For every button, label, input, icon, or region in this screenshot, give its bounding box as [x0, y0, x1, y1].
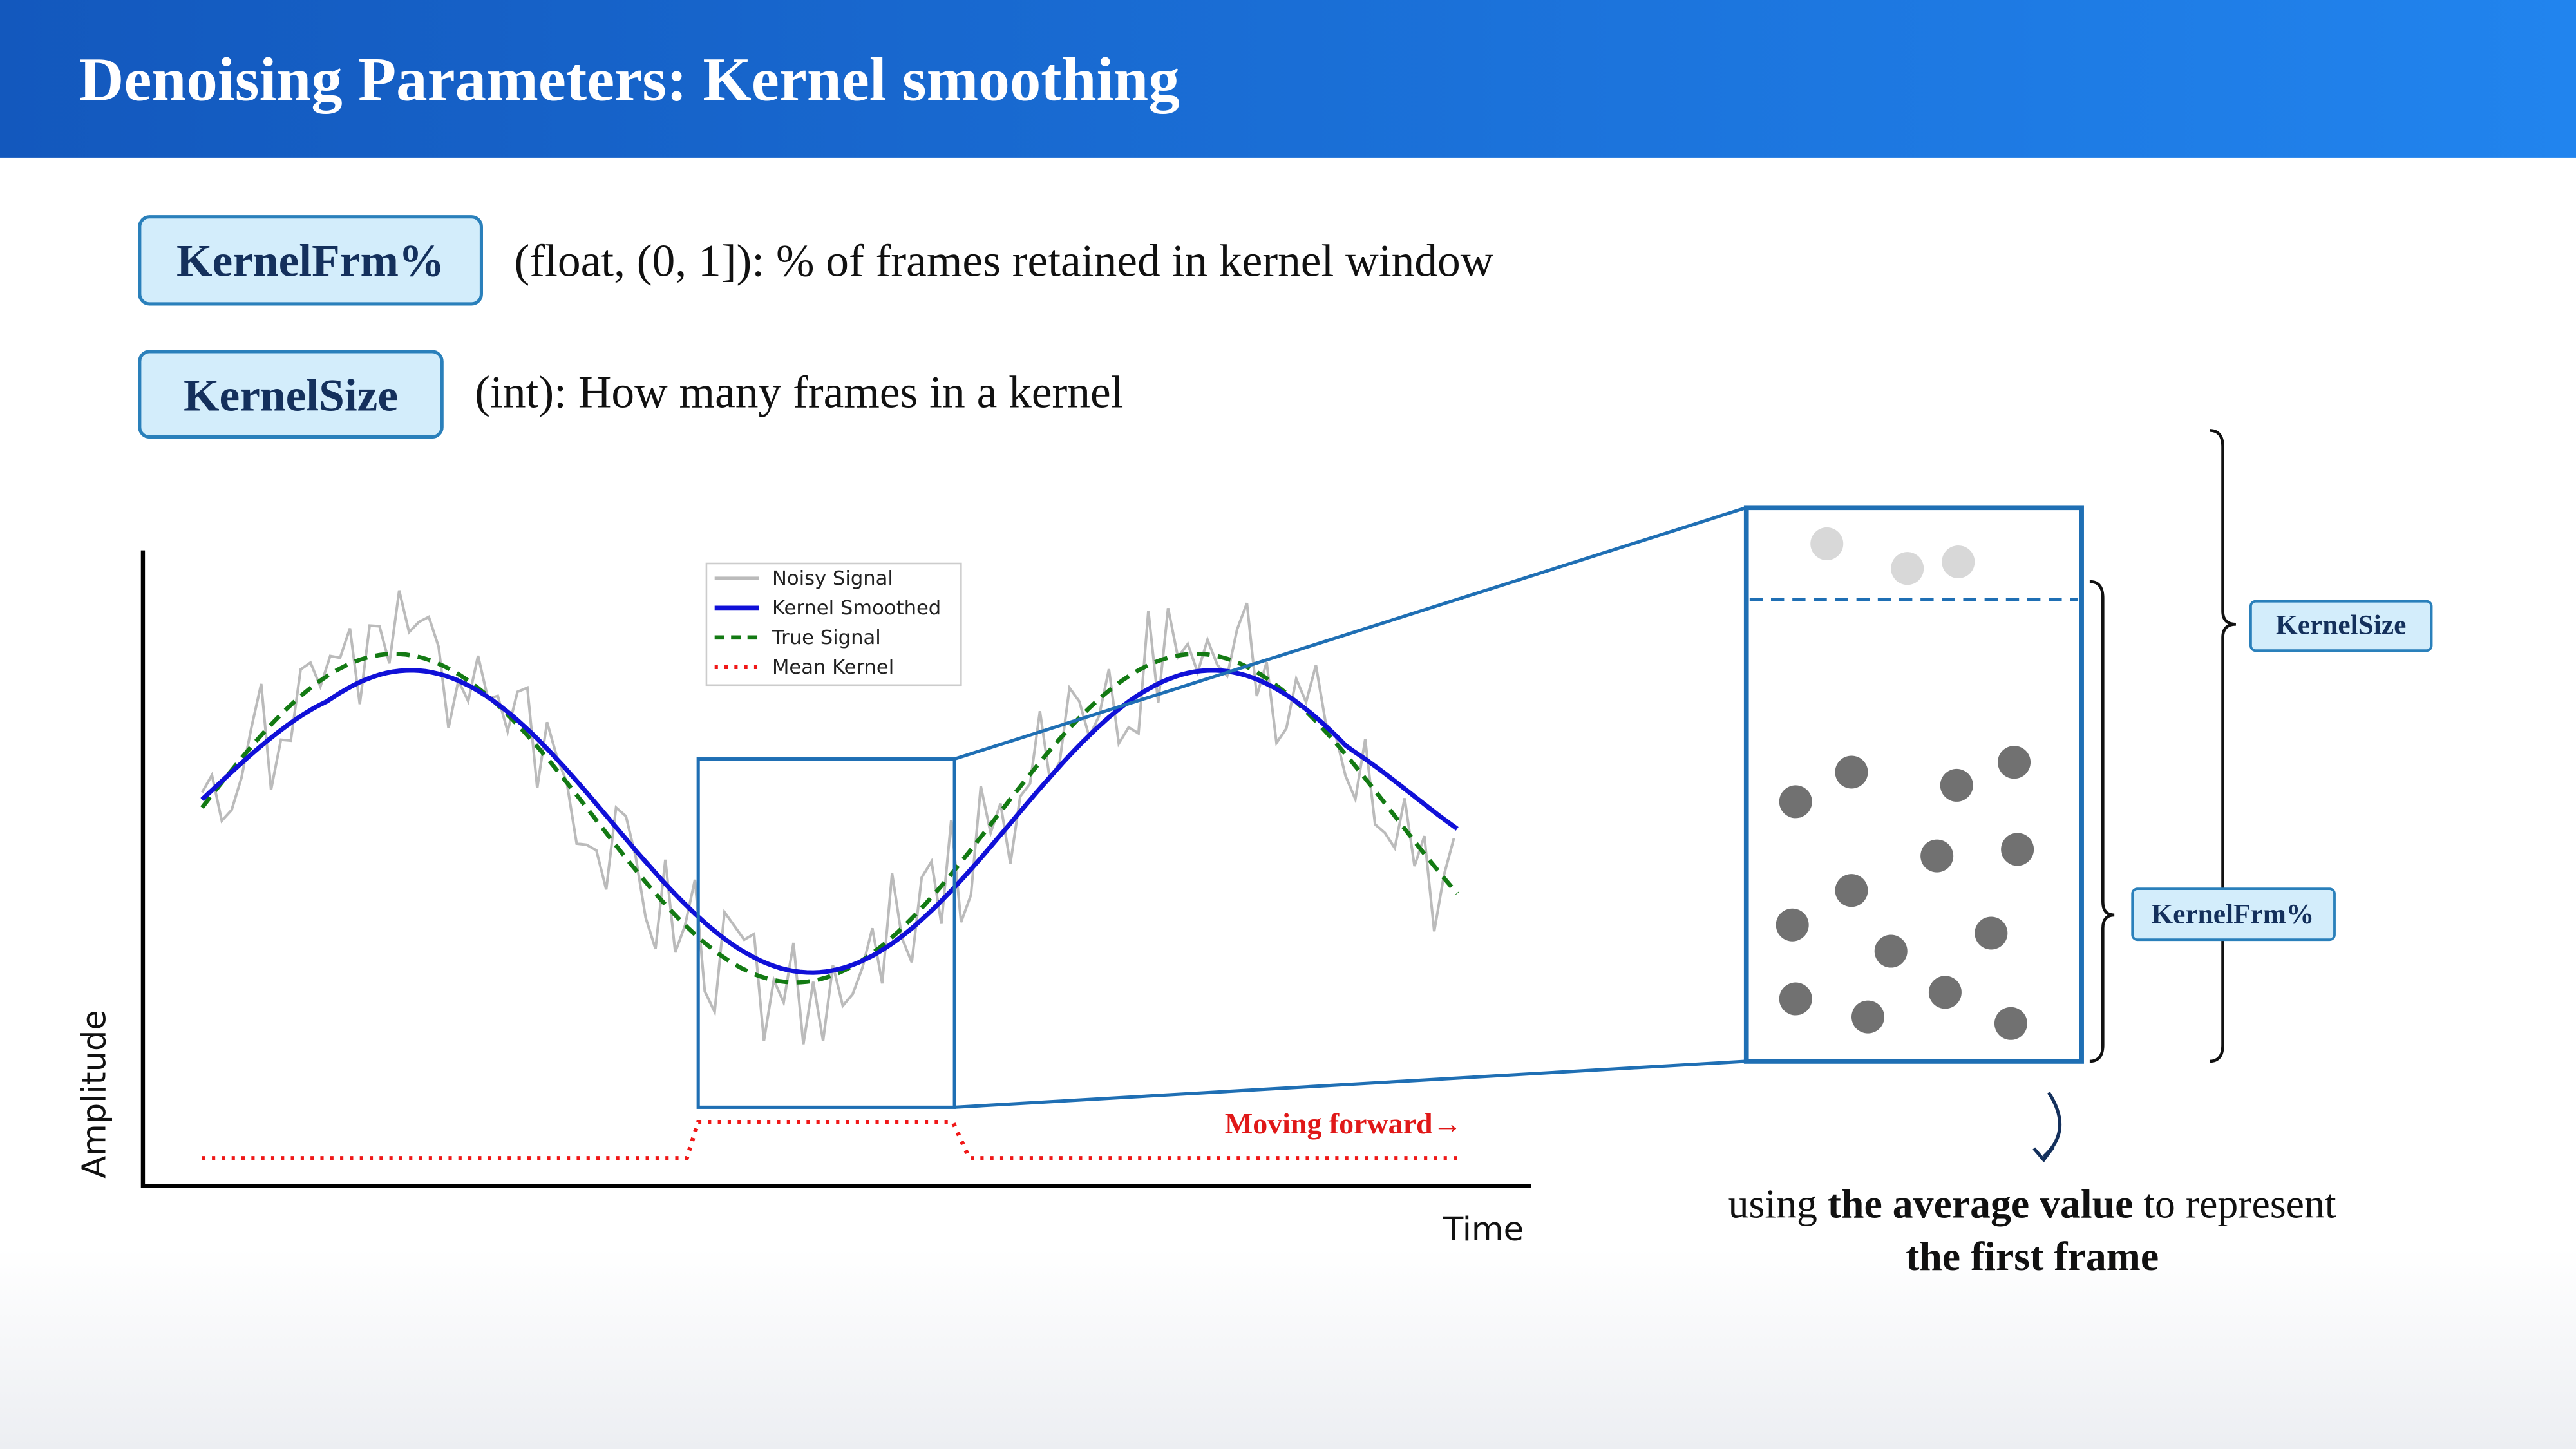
excluded-frame — [1891, 552, 1924, 585]
label: KernelSize — [2276, 610, 2406, 641]
legend-label: Mean Kernel — [772, 656, 894, 679]
footer-bg — [0, 1248, 2576, 1449]
retained-frame — [1779, 982, 1812, 1016]
label-box — [2131, 887, 2336, 942]
kernel-zoom — [1743, 505, 2084, 1064]
plot: Amplitude Time Moving forward→ Noisy Sig… — [75, 550, 1531, 1249]
zoom-line — [954, 506, 1747, 761]
param-box — [138, 215, 483, 306]
kernel-window — [696, 757, 956, 1109]
noisy-signal — [201, 590, 1455, 1045]
zoom-line — [954, 1059, 1747, 1109]
mean-kernel — [202, 1120, 1463, 1160]
true-signal — [200, 651, 1459, 985]
header-bar — [0, 0, 2576, 158]
retained-frame — [2001, 833, 2034, 866]
title: Denoising Parameters: Kernel smoothing — [79, 45, 1179, 114]
retained-frame — [1920, 839, 1954, 873]
param-desc: (float, (0, 1]): % of frames retained in… — [514, 236, 1493, 287]
retained-frame — [1928, 976, 1962, 1009]
caption-bold: the average value — [1828, 1180, 2134, 1226]
retained-frame — [1940, 768, 1973, 802]
brace — [2209, 429, 2237, 1063]
caption-text: using — [1728, 1180, 1817, 1226]
excluded-frame — [1810, 527, 1844, 560]
legend-label: True Signal — [772, 627, 881, 649]
y-label: Amplitude — [75, 1010, 113, 1178]
param-box — [138, 350, 444, 439]
label-box — [2249, 600, 2433, 652]
excluded-frame — [1942, 545, 1975, 578]
annotation: Moving forward→ — [1225, 1107, 1462, 1140]
retained-frame — [1776, 908, 1809, 942]
retained-frame — [1779, 785, 1812, 819]
brace — [2089, 580, 2115, 1063]
arrow-head — [2032, 1146, 2055, 1163]
retained-frame — [1835, 874, 1868, 907]
frame-dots — [1776, 527, 2034, 1040]
retained-frame — [1998, 746, 2031, 779]
retained-frame — [1975, 916, 2008, 950]
retained-frame — [1874, 934, 1908, 968]
legend — [705, 562, 962, 687]
x-label: Time — [1443, 1211, 1524, 1249]
retained-frame — [1994, 1007, 2027, 1040]
legend-label: Noisy Signal — [772, 567, 893, 590]
caption: using the average value to represent — [1728, 1180, 2336, 1226]
param-name: KernelFrm% — [176, 236, 444, 287]
caption-text: to represent — [2143, 1180, 2336, 1226]
caption-bold: the first frame — [1906, 1233, 2159, 1279]
kernel-smoothed — [200, 668, 1459, 975]
legend-label: Kernel Smoothed — [772, 597, 941, 620]
param-desc: (int): How many frames in a kernel — [475, 367, 1123, 418]
label: KernelFrm% — [2151, 899, 2314, 930]
retained-frame — [1835, 755, 1868, 789]
param-name: KernelSize — [184, 370, 398, 421]
retained-frame — [1852, 1000, 1885, 1034]
